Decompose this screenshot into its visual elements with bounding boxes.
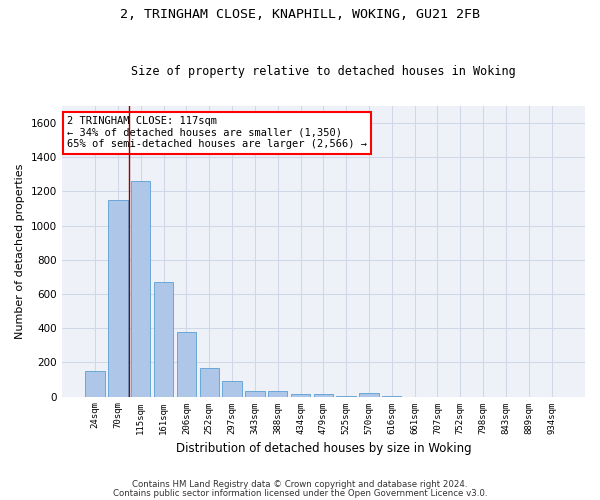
Bar — [200, 368, 219, 396]
Bar — [245, 390, 265, 396]
Bar — [268, 392, 287, 396]
X-axis label: Distribution of detached houses by size in Woking: Distribution of detached houses by size … — [176, 442, 471, 455]
Text: 2 TRINGHAM CLOSE: 117sqm
← 34% of detached houses are smaller (1,350)
65% of sem: 2 TRINGHAM CLOSE: 117sqm ← 34% of detach… — [67, 116, 367, 150]
Bar — [223, 381, 242, 396]
Title: Size of property relative to detached houses in Woking: Size of property relative to detached ho… — [131, 66, 516, 78]
Text: Contains public sector information licensed under the Open Government Licence v3: Contains public sector information licen… — [113, 490, 487, 498]
Y-axis label: Number of detached properties: Number of detached properties — [15, 164, 25, 339]
Bar — [108, 200, 128, 396]
Bar — [359, 393, 379, 396]
Text: 2, TRINGHAM CLOSE, KNAPHILL, WOKING, GU21 2FB: 2, TRINGHAM CLOSE, KNAPHILL, WOKING, GU2… — [120, 8, 480, 20]
Bar — [314, 394, 333, 396]
Bar — [85, 371, 105, 396]
Bar — [131, 181, 151, 396]
Bar — [177, 332, 196, 396]
Bar — [291, 394, 310, 396]
Bar — [154, 282, 173, 397]
Text: Contains HM Land Registry data © Crown copyright and database right 2024.: Contains HM Land Registry data © Crown c… — [132, 480, 468, 489]
